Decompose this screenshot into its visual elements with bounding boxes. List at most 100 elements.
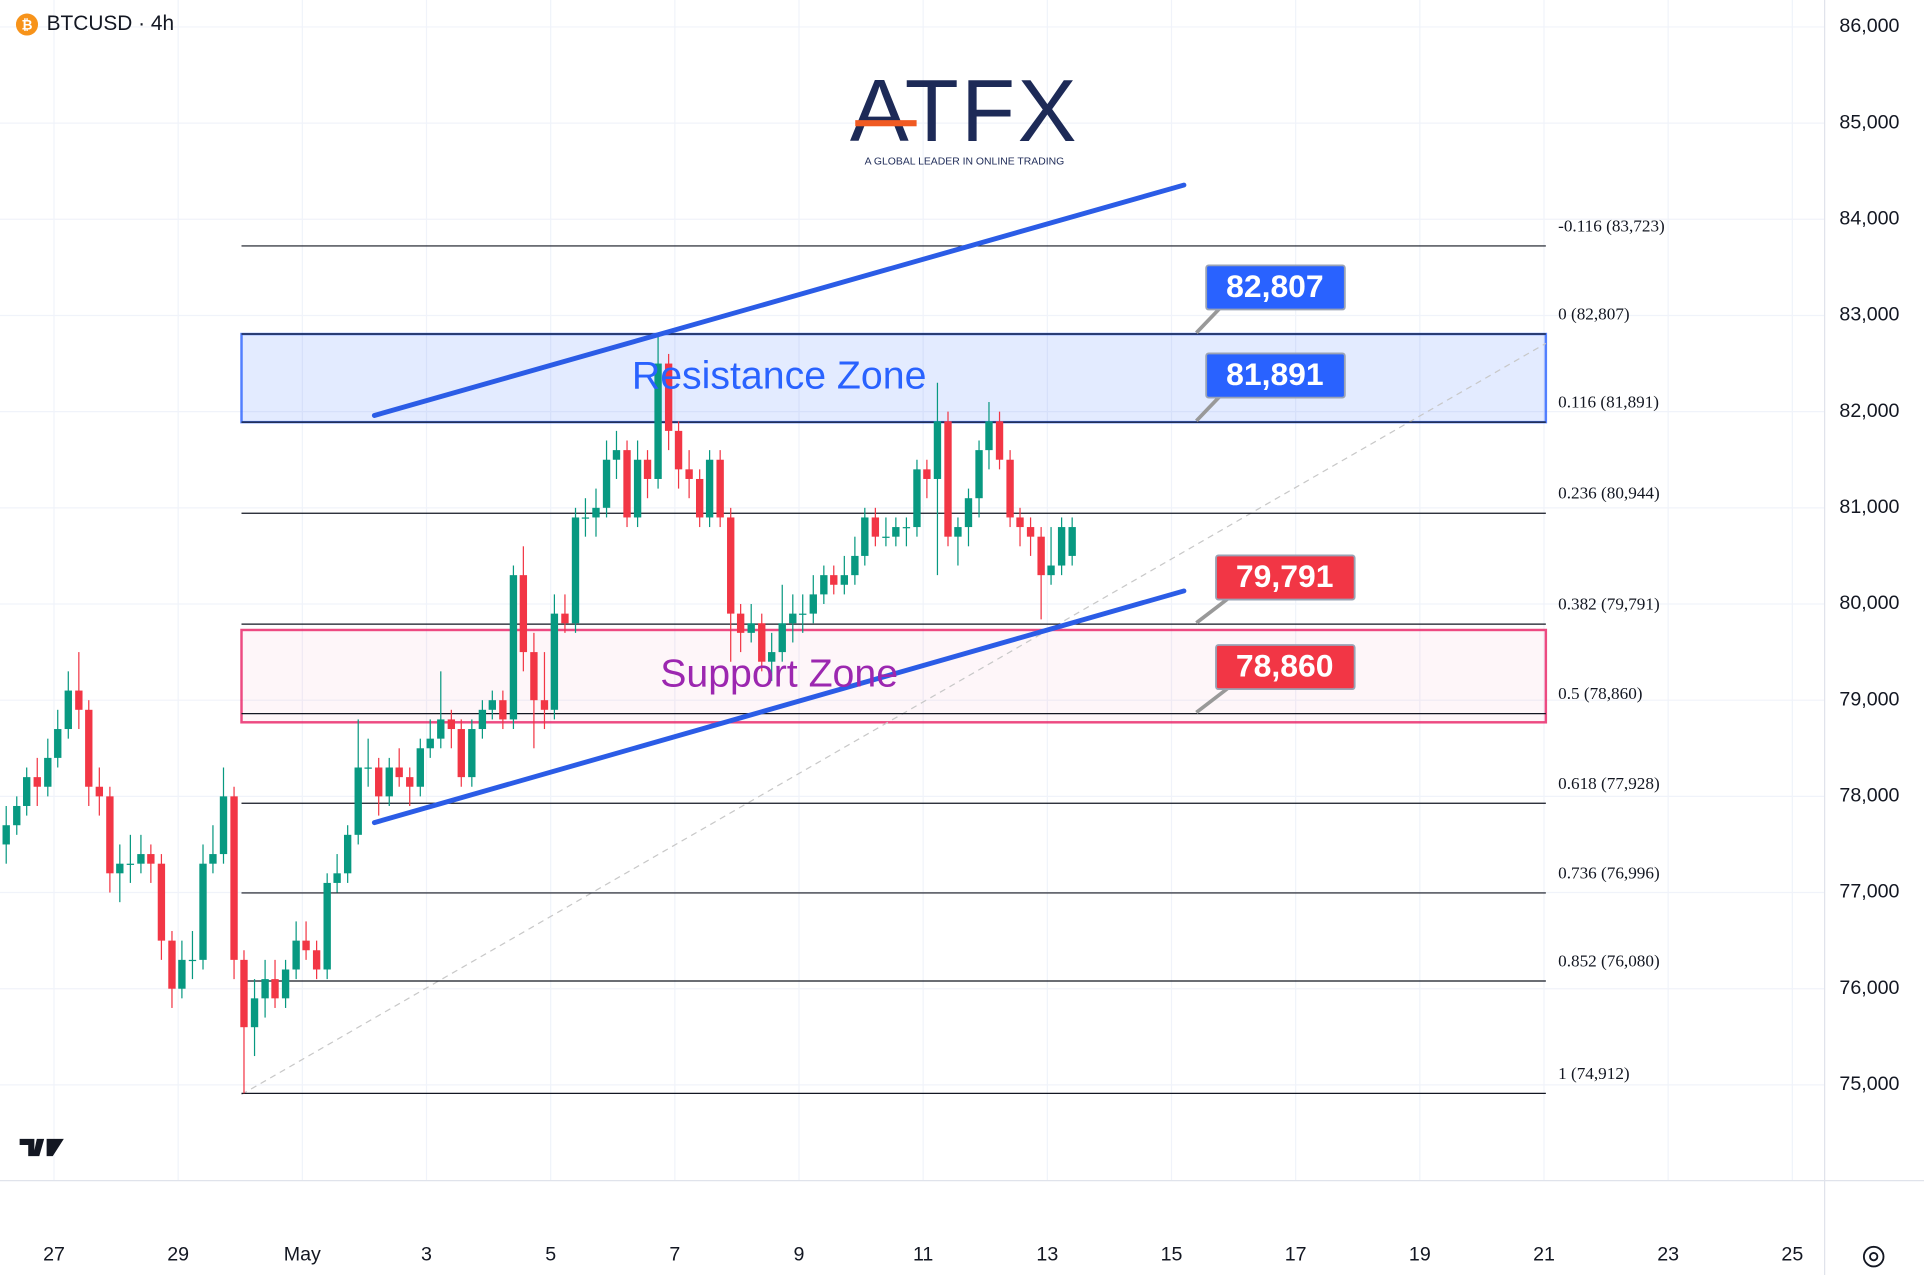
candle-body <box>736 613 745 633</box>
candle-body <box>592 507 600 518</box>
candle-body <box>426 738 434 749</box>
candle-body <box>364 767 372 769</box>
candle-body <box>219 796 228 855</box>
coin-icon <box>15 13 39 36</box>
candle-body <box>923 469 931 479</box>
logo-tagline: A GLOBAL LEADER IN ONLINE TRADING <box>865 157 1065 168</box>
candle-body <box>44 757 52 787</box>
candle-body <box>261 979 269 999</box>
candle-body <box>106 796 114 874</box>
price-label-text: 78,860 <box>1236 648 1334 684</box>
y-tick-label: 76,000 <box>1839 977 1899 999</box>
candle-body <box>820 575 828 595</box>
settings-icon-center <box>1869 1252 1879 1262</box>
candle-body <box>95 786 104 797</box>
fib-label: 0 (82,807) <box>1558 305 1630 324</box>
zone-label: Support Zone <box>660 652 898 696</box>
fib-label: 0.382 (79,791) <box>1558 595 1660 614</box>
candle-body <box>758 623 766 662</box>
fib-label: -0.116 (83,723) <box>1558 216 1665 235</box>
candle-body <box>747 623 755 633</box>
x-tick-label: 25 <box>1781 1244 1803 1266</box>
candle-body <box>230 796 238 960</box>
candle-body <box>882 536 890 538</box>
x-tick-label: 9 <box>794 1244 805 1266</box>
zone-label: Resistance Zone <box>632 353 927 397</box>
settings-icon[interactable] <box>1862 1245 1885 1268</box>
x-tick-label: 21 <box>1533 1244 1555 1266</box>
y-tick-label: 82,000 <box>1839 400 1899 422</box>
x-tick-label: 7 <box>669 1244 680 1266</box>
candle-body <box>302 940 310 951</box>
tv-logo <box>19 1138 64 1157</box>
candle-body <box>343 834 352 874</box>
candle-body <box>727 517 735 614</box>
candle-body <box>64 690 72 730</box>
fib-label: 0.236 (80,944) <box>1558 484 1660 503</box>
x-tick-label: 17 <box>1285 1244 1307 1266</box>
y-tick-label: 80,000 <box>1839 592 1899 614</box>
candle-body <box>685 469 693 479</box>
candle-body <box>199 863 207 960</box>
candle-body <box>1037 536 1045 576</box>
logo: ATFX <box>850 61 1079 160</box>
candle-body <box>188 959 197 962</box>
candle-body <box>385 767 393 797</box>
candle-body <box>126 863 135 865</box>
candle-body <box>437 719 445 739</box>
y-tick-label: 79,000 <box>1839 688 1899 710</box>
candle-body <box>509 575 518 720</box>
y-tick-label: 77,000 <box>1839 881 1899 903</box>
candle-body <box>985 421 993 451</box>
candle-body <box>292 940 300 970</box>
candle-body <box>809 594 817 614</box>
coin-icon-glyph: ₿ <box>21 17 32 32</box>
candle-body <box>1006 459 1014 518</box>
diagonal-line <box>241 342 1547 1096</box>
candle-body <box>375 767 383 797</box>
fib-label: 0.5 (78,860) <box>1558 684 1642 703</box>
candle-body <box>354 767 362 835</box>
candle-body <box>281 969 290 999</box>
candle-body <box>33 777 41 787</box>
candle-body <box>612 450 621 460</box>
trendline <box>371 182 1187 418</box>
price-label-text: 82,807 <box>1226 268 1324 304</box>
x-tick-label: 27 <box>43 1244 65 1266</box>
candle-body <box>944 421 952 537</box>
candle-body <box>768 652 776 662</box>
candle-body <box>643 459 652 479</box>
candle-body <box>851 555 859 576</box>
candle-body <box>561 613 569 624</box>
candle-body <box>416 748 424 787</box>
candle-body <box>705 459 714 518</box>
symbol-title: BTCUSD · 4h <box>47 12 174 35</box>
candle-body <box>540 700 549 710</box>
y-tick-label: 81,000 <box>1839 496 1899 518</box>
candle-body <box>571 517 580 624</box>
fib-label: 0.618 (77,928) <box>1558 774 1660 793</box>
candle-body <box>623 450 631 518</box>
candle-body <box>23 777 31 806</box>
candle-body <box>85 709 93 787</box>
candle-body <box>157 863 166 941</box>
fib-label: 0.852 (76,080) <box>1558 952 1660 971</box>
y-tick-label: 86,000 <box>1839 15 1899 37</box>
candle-body <box>975 450 983 499</box>
candle-body <box>240 959 248 1028</box>
candle-body <box>1047 565 1055 576</box>
y-tick-label: 75,000 <box>1839 1073 1899 1095</box>
price-label-box <box>1205 264 1346 311</box>
candle-body <box>323 882 331 970</box>
candle-body <box>312 950 321 970</box>
candle-body <box>871 517 880 537</box>
candle-body <box>137 854 145 864</box>
candle-body <box>602 459 611 508</box>
candle-body <box>954 527 962 537</box>
candle-body <box>840 575 849 585</box>
candle-body <box>664 363 673 431</box>
price-label-box <box>1215 644 1356 691</box>
candle-body <box>147 854 155 864</box>
